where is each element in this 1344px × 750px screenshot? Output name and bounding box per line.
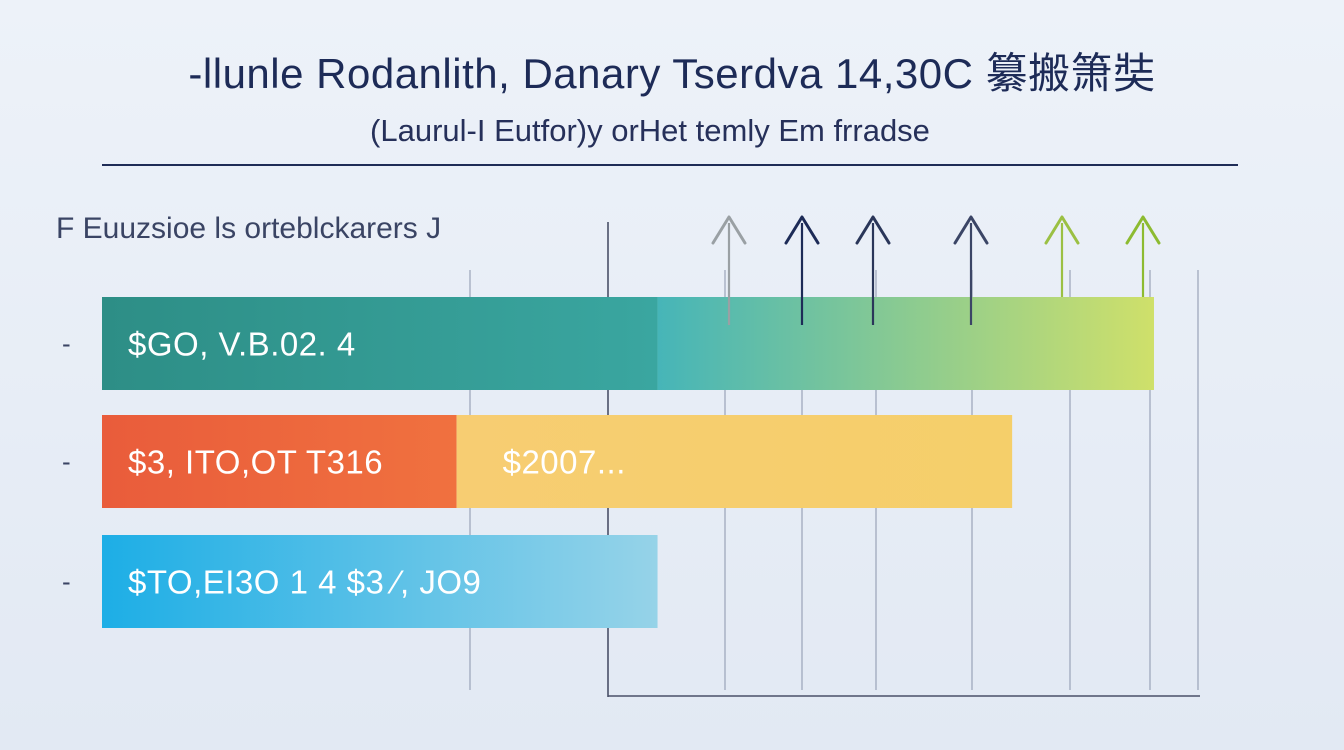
- data-label: $3, ITO,OT T316: [128, 444, 383, 481]
- arrow-marker-icon: [1125, 215, 1161, 245]
- arrow-marker-icon: [953, 215, 989, 245]
- data-label: $TO,EI3O 1 4 $3 ⁄, JO9: [128, 564, 481, 601]
- data-label: $2007...: [503, 444, 626, 481]
- marker-layer: [711, 215, 1161, 325]
- chart-title: -llunle Rodanlith, Danary Tserdva 14,30C…: [188, 50, 1156, 97]
- title-divider: [102, 164, 1238, 166]
- arrow-marker-icon: [711, 215, 747, 245]
- bar-segment: [657, 297, 1154, 390]
- row-marker: -: [62, 329, 71, 359]
- bar-segment: [456, 415, 1013, 508]
- arrow-marker-icon: [784, 215, 820, 245]
- series-caption: F Euuzsioe ls orteblckarers J: [56, 212, 442, 245]
- label-layer: - $GO, V.B.02. 4 - $3, ITO,OT T316 $2007... -…: [62, 326, 626, 601]
- data-label: $GO, V.B.02. 4: [128, 326, 356, 363]
- arrow-marker-icon: [1044, 215, 1080, 245]
- bar-segment: [102, 415, 457, 508]
- bar-segment: [102, 297, 658, 390]
- row-marker: -: [62, 567, 71, 597]
- chart-subtitle: (Laurul-I Eutfor)y orHet temly Em frrads…: [370, 113, 930, 148]
- row-marker: -: [62, 447, 71, 477]
- arrow-marker-icon: [855, 215, 891, 245]
- bar-segment: [102, 535, 658, 628]
- bar-layer: [102, 297, 1154, 628]
